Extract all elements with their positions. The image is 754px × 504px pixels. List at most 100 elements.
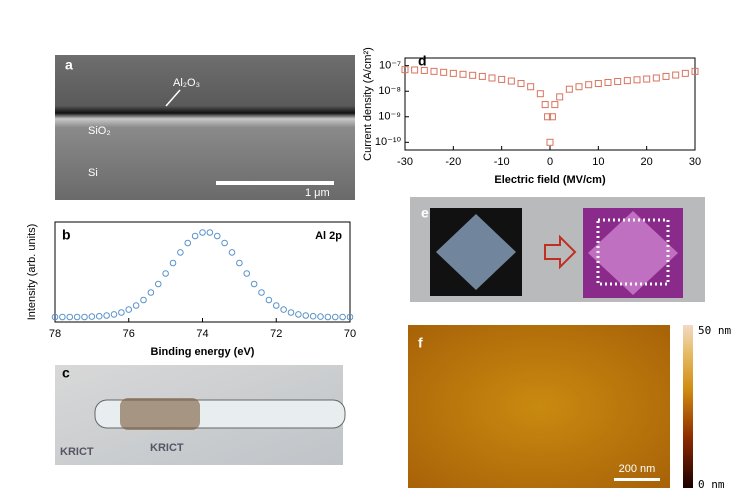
data-point [565,85,573,93]
data-point [317,313,324,320]
panel-label: a [65,57,73,73]
data-point [81,313,88,321]
data-point [272,302,280,309]
data-point [541,101,549,109]
data-point [517,80,525,88]
annotation: Al 2p [315,230,342,242]
data-point [672,71,680,79]
data-point [154,280,162,288]
y-tick-label: 10⁻⁸ [378,85,401,97]
data-point [206,229,214,236]
data-point [243,270,251,277]
sem-image [55,55,355,200]
afm-image [408,325,670,488]
y-tick-label: 10⁻⁹ [378,111,401,123]
x-tick-label: 20 [641,156,653,168]
colorbar [683,325,693,488]
plot-frame [404,57,696,151]
data-point [691,67,699,75]
data-point [546,138,554,146]
arrow [544,234,577,270]
data-point [191,232,199,240]
data-point [459,70,467,78]
scale-bar [216,181,334,185]
panel-label: f [418,335,423,351]
data-point [132,302,140,309]
data-point [575,83,583,91]
data-point [536,90,544,98]
data-point [147,289,155,296]
data-point [585,81,593,89]
data-point [449,69,457,77]
data-point [324,313,332,321]
data-point [258,289,265,296]
x-axis-label: Binding energy (eV) [151,346,255,358]
data-point [265,296,273,304]
data-point [430,67,438,75]
x-tick-label: 70 [344,328,356,340]
data-point [213,232,221,240]
data-point [643,75,651,83]
scale-label: 200 nm [619,463,656,475]
data-point [662,72,670,80]
y-axis-label: Current density (A/cm²) [362,47,374,161]
data-point [339,313,346,321]
film [436,214,516,290]
electrode-array [596,218,670,286]
x-tick-label: 0 [547,156,553,168]
plot-frame [54,221,351,323]
scale-bar [614,478,660,481]
colorbar-label: 50 nm [698,324,731,337]
data-point [594,80,602,88]
data-point [551,101,559,109]
x-tick-label: 74 [196,328,208,340]
arrow [165,89,181,107]
x-tick-label: -10 [494,156,510,168]
data-point [287,309,295,316]
data-point [295,311,302,318]
data-point [411,66,419,74]
data-point [51,313,59,321]
data-point [103,312,110,319]
data-point [177,249,184,256]
x-tick-label: 78 [49,328,61,340]
logo-text: KRICT [60,446,94,458]
data-point [401,66,409,74]
data-point [604,78,612,86]
data-point [250,280,258,288]
logo-text: KRICT [150,442,184,454]
data-point [228,249,236,256]
y-tick-label: 10⁻¹⁰ [375,136,402,148]
data-point [280,306,287,313]
data-point [118,309,125,316]
panel-label: e [421,205,429,221]
y-axis-label: Intensity (arb. units) [26,224,38,321]
data-point [302,312,310,319]
panel-label: d [418,53,427,69]
data-point [478,72,486,80]
x-tick-label: -20 [445,156,461,168]
annotation: Al₂O₃ [173,77,200,89]
x-tick-label: 30 [689,156,701,168]
data-point [88,313,96,320]
data-point [440,68,448,76]
data-point [346,313,354,321]
data-point [59,313,66,321]
film [588,211,678,295]
data-point [125,306,133,313]
data-point [544,113,552,121]
device-area [120,398,200,430]
data-point [221,239,228,247]
data-point [331,313,339,321]
panel-label: b [62,227,71,243]
data-point [66,313,74,321]
data-point [498,75,506,83]
colorbar-label: 0 nm [698,478,725,491]
data-point [169,259,177,267]
data-point [236,259,243,267]
x-tick-label: 10 [592,156,604,168]
data-point [652,74,660,82]
data-point [681,69,689,77]
data-point [469,71,477,79]
